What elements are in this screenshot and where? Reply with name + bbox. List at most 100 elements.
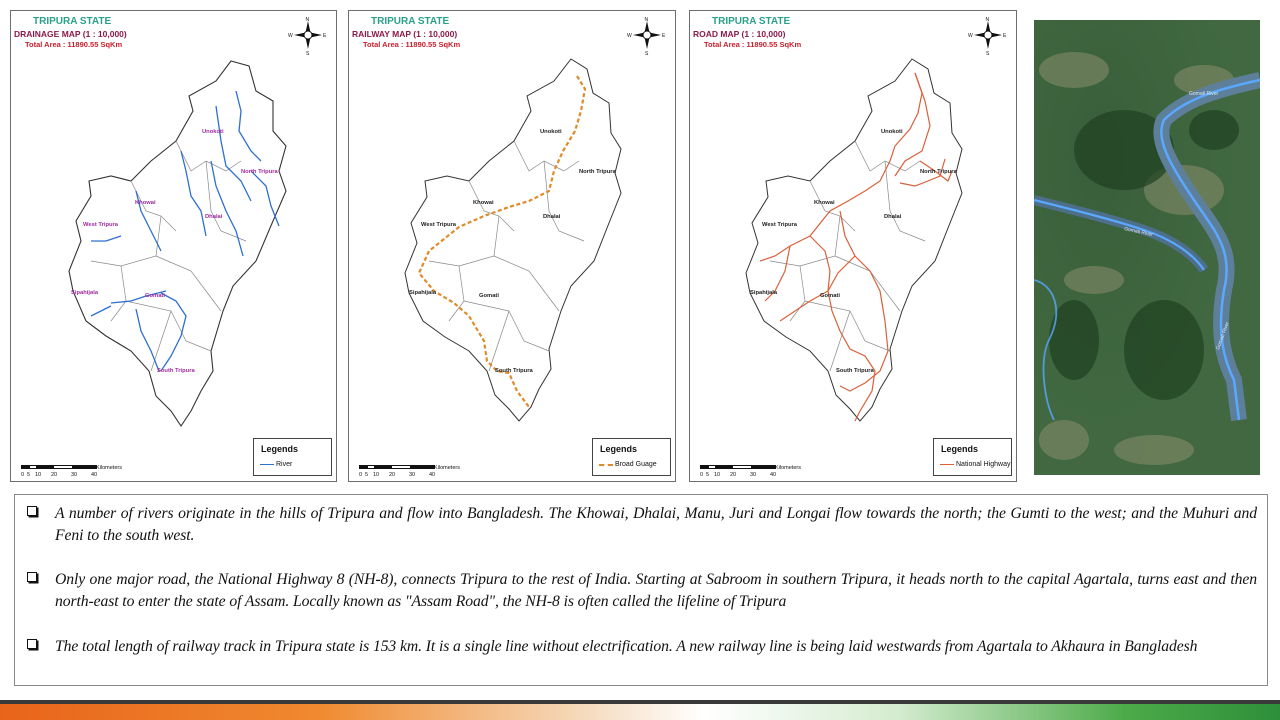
satellite-river-graphic: Gomati River Gomati River Gomati River [1034, 20, 1260, 475]
district-label: South Tripura [495, 368, 533, 374]
scale-bar [700, 465, 776, 469]
checkbox-bullet-icon [27, 639, 37, 649]
river-label: Gomati River [1189, 91, 1219, 97]
river-line-icon [260, 464, 274, 465]
map-legend: Legends Broad Guage [592, 438, 671, 476]
scale-bar [21, 465, 97, 469]
district-label: West Tripura [762, 222, 798, 228]
scale-tick: 0 [359, 472, 363, 478]
legend-title: Legends [941, 444, 979, 454]
map-title: DRAINAGE MAP (1 : 10,000) [14, 29, 127, 39]
drainage-map-panel: Unokoti North Tripura Khowai Dhalai West… [10, 10, 337, 482]
district-label: West Tripura [421, 222, 457, 228]
highway-line-icon [940, 464, 954, 465]
compass-west: W [627, 33, 632, 39]
district-label: Dhalai [884, 214, 902, 220]
description-panel: A number of rivers originate in the hill… [14, 494, 1268, 686]
district-label: North Tripura [241, 169, 278, 175]
road-map-graphic: Unokoti North Tripura Khowai Dhalai West… [745, 58, 963, 422]
district-label: Dhalai [543, 214, 561, 220]
district-label: West Tripura [83, 222, 119, 228]
district-label: Unokoti [881, 129, 903, 135]
state-outline [404, 58, 622, 422]
railway-map-graphic: Unokoti North Tripura Khowai Dhalai West… [404, 58, 622, 422]
map-legend: Legends River [253, 438, 332, 476]
checkbox-bullet-icon [27, 572, 37, 582]
scale-tick: 5 [365, 472, 369, 478]
compass-north: N [645, 17, 649, 23]
map-legend: Legends National Highway [933, 438, 1012, 476]
map-title: ROAD MAP (1 : 10,000) [693, 29, 786, 39]
total-area: Total Area : 11890.55 SqKm [704, 40, 802, 49]
scale-tick: 40 [770, 472, 777, 478]
compass-rose-icon: N S E W [968, 15, 1008, 55]
map-title: RAILWAY MAP (1 : 10,000) [352, 29, 458, 39]
compass-north: N [306, 17, 310, 23]
scale-tick: 40 [429, 472, 436, 478]
footer-stripe [0, 700, 1280, 720]
bullet-text: The total length of railway track in Tri… [55, 638, 1198, 655]
district-label: South Tripura [157, 368, 195, 374]
district-label: Khowai [135, 200, 156, 206]
scale-tick: 20 [730, 472, 737, 478]
legend-item: National Highway [956, 461, 1011, 468]
district-label: Sipahijala [409, 290, 437, 296]
district-label: Gomati [820, 293, 840, 299]
bullet-item: Only one major road, the National Highwa… [25, 569, 1257, 613]
district-label: Khowai [473, 200, 494, 206]
district-label: North Tripura [920, 169, 957, 175]
compass-south: S [986, 51, 990, 55]
bullet-item: A number of rivers originate in the hill… [25, 503, 1257, 547]
railway-map-panel: Unokoti North Tripura Khowai Dhalai West… [348, 10, 676, 482]
bullet-text: A number of rivers originate in the hill… [55, 505, 1257, 544]
compass-south: S [306, 51, 310, 55]
drainage-map-graphic: Unokoti North Tripura Khowai Dhalai West… [68, 60, 287, 427]
scale-tick: 5 [706, 472, 710, 478]
district-label: Khowai [814, 200, 835, 206]
district-label: Dhalai [205, 214, 223, 220]
legend-title: Legends [600, 444, 638, 454]
national-highway-lines [759, 72, 953, 422]
scale-tick: 30 [750, 472, 757, 478]
district-label: Unokoti [202, 129, 224, 135]
scale-tick: 10 [373, 472, 380, 478]
scale-tick: 20 [389, 472, 396, 478]
compass-west: W [968, 33, 973, 39]
bullet-text: Only one major road, the National Highwa… [55, 571, 1257, 610]
railway-line-icon [599, 464, 613, 466]
road-map-panel: Unokoti North Tripura Khowai Dhalai West… [689, 10, 1017, 482]
compass-east: E [1003, 33, 1007, 39]
satellite-image: Gomati River Gomati River Gomati River [1034, 20, 1260, 475]
compass-rose-icon: N S E W [627, 15, 667, 55]
compass-west: W [288, 33, 293, 39]
compass-east: E [323, 33, 327, 39]
district-label: Sipahijala [71, 290, 99, 296]
scale-tick: 40 [91, 472, 98, 478]
compass-east: E [662, 33, 666, 39]
state-title: TRIPURA STATE [33, 16, 112, 27]
district-label: Gomati [145, 293, 165, 299]
scale-tick: 30 [71, 472, 78, 478]
scale-bar [359, 465, 435, 469]
district-label: Gomati [479, 293, 499, 299]
scale-tick: 0 [21, 472, 25, 478]
total-area: Total Area : 11890.55 SqKm [25, 40, 123, 49]
legend-item: Broad Guage [615, 461, 657, 468]
bullet-item: The total length of railway track in Tri… [25, 636, 1257, 680]
district-label: North Tripura [579, 169, 616, 175]
legend-title: Legends [261, 444, 299, 454]
scale-tick: 5 [27, 472, 31, 478]
scale-tick: 0 [700, 472, 704, 478]
scale-tick: 30 [409, 472, 416, 478]
compass-south: S [645, 51, 649, 55]
scale-tick: 20 [51, 472, 58, 478]
district-label: Unokoti [540, 129, 562, 135]
compass-north: N [986, 17, 990, 23]
compass-rose-icon: N S E W [288, 15, 328, 55]
legend-item: River [276, 461, 293, 468]
state-title: TRIPURA STATE [712, 16, 791, 27]
state-outline [745, 58, 963, 422]
state-title: TRIPURA STATE [371, 16, 450, 27]
district-label: South Tripura [836, 368, 874, 374]
total-area: Total Area : 11890.55 SqKm [363, 40, 461, 49]
